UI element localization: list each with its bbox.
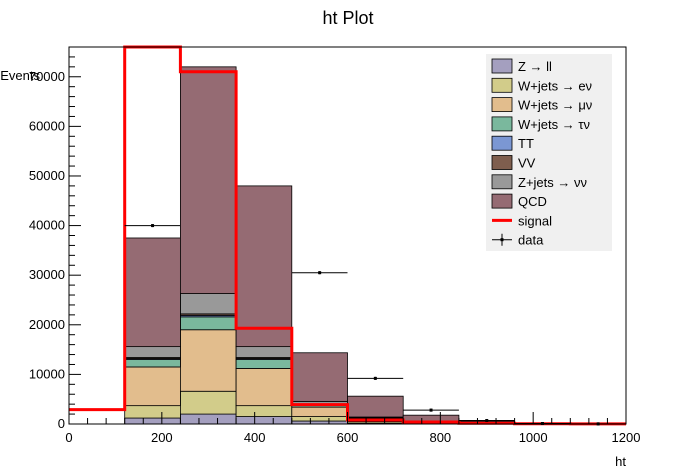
- legend-swatch-7: [491, 174, 513, 190]
- y-tick-label-1: 10000: [29, 366, 65, 381]
- legend-swatch-2: [491, 77, 513, 93]
- legend: Z → ll W+jets → eν W+jets → μν W+jets → τν T…: [486, 54, 612, 251]
- legend-swatch-3: [491, 97, 513, 112]
- bar-8-bin-5: [291, 352, 348, 402]
- data-point-8: [485, 419, 489, 423]
- legend-swatch-6: [491, 155, 513, 170]
- bar-7-bin-4: [235, 346, 293, 358]
- bar-1-bin-2: [124, 417, 181, 425]
- y-axis-label: Events: [0, 68, 40, 83]
- bar-1-bin-4: [235, 416, 293, 425]
- bar-2-bin-3: [179, 390, 237, 415]
- bar-2-bin-5: [291, 416, 348, 422]
- x-tick-label-2: 400: [244, 430, 266, 445]
- legend-label-3: W+jets → μν: [518, 98, 592, 113]
- data-point-6: [373, 376, 377, 380]
- data-point-5: [318, 271, 322, 275]
- y-tick-label-5: 50000: [29, 168, 65, 183]
- bar-8-bin-6: [347, 395, 404, 418]
- data-point-2: [151, 224, 155, 228]
- x-tick-label-5: 1000: [519, 430, 548, 445]
- bar-2-bin-2: [124, 405, 181, 419]
- x-tick-label-1: 200: [151, 430, 173, 445]
- legend-label-9: signal: [518, 213, 552, 228]
- bar-3-bin-3: [179, 329, 237, 392]
- legend-label-6: VV: [518, 156, 536, 171]
- bar-8-bin-2: [124, 237, 181, 348]
- bar-7-bin-3: [179, 293, 237, 315]
- chart-title: ht Plot: [322, 8, 373, 28]
- x-tick-label-3: 600: [337, 430, 359, 445]
- y-tick-label-4: 40000: [29, 218, 65, 233]
- bar-1-bin-3: [179, 413, 237, 425]
- axes: 0 200 400 600 800 1000 1200 0 10000 20000 30000 400…: [29, 46, 641, 445]
- y-tick-label-2: 20000: [29, 317, 65, 332]
- legend-label-7: Z+jets → νν: [518, 175, 587, 190]
- legend-swatch-data-dot: [500, 238, 504, 242]
- x-tick-label-0: 0: [65, 430, 72, 445]
- legend-label-4: W+jets → τν: [518, 117, 590, 132]
- legend-label-8: QCD: [518, 194, 547, 209]
- bar-4-bin-4: [235, 359, 293, 369]
- bar-3-bin-4: [235, 368, 293, 407]
- stacked-bars: [124, 66, 627, 425]
- bar-3-bin-5: [291, 406, 348, 417]
- legend-swatch-4: [491, 116, 513, 132]
- y-tick-label-7: 70000: [29, 69, 65, 84]
- legend-label-2: W+jets → eν: [518, 78, 592, 93]
- legend-label-1: Z → ll: [518, 59, 552, 74]
- legend-label-10: data: [518, 233, 544, 248]
- bar-3-bin-2: [124, 366, 181, 407]
- bar-4-bin-2: [124, 359, 181, 368]
- legend-label-5: TT: [518, 136, 534, 151]
- y-tick-label-3: 30000: [29, 267, 65, 282]
- bar-8-bin-3: [179, 66, 237, 294]
- x-tick-label-6: 1200: [612, 430, 641, 445]
- bar-4-bin-3: [179, 316, 237, 331]
- bar-7-bin-2: [124, 346, 181, 358]
- bar-8-bin-4: [235, 185, 293, 348]
- bar-2-bin-4: [235, 405, 293, 417]
- x-tick-label-4: 800: [429, 430, 451, 445]
- legend-swatch-5: [491, 135, 513, 151]
- data-point-7: [429, 408, 433, 412]
- y-tick-label-0: 0: [58, 416, 65, 431]
- legend-swatch-8: [491, 193, 513, 209]
- y-tick-label-6: 60000: [29, 118, 65, 133]
- x-axis-label: ht: [615, 454, 626, 469]
- legend-swatch-1: [491, 58, 513, 74]
